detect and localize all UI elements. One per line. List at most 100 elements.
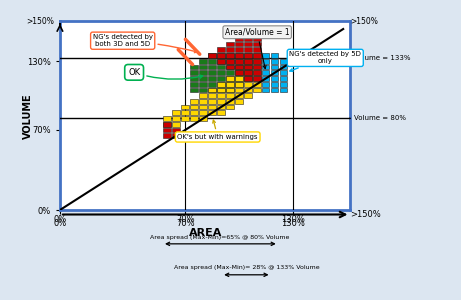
Bar bbox=[164, 122, 171, 127]
Bar bbox=[199, 76, 207, 81]
Bar bbox=[208, 53, 216, 58]
Bar bbox=[280, 59, 287, 64]
Bar bbox=[199, 70, 207, 75]
Bar bbox=[253, 53, 260, 58]
Bar bbox=[164, 116, 171, 121]
Bar bbox=[244, 65, 252, 69]
Text: NG's detected by 5D
only: NG's detected by 5D only bbox=[290, 51, 361, 71]
Bar bbox=[217, 76, 225, 81]
Bar bbox=[271, 82, 278, 87]
Bar bbox=[244, 65, 252, 69]
Bar bbox=[208, 110, 216, 115]
Bar bbox=[172, 134, 180, 138]
Bar bbox=[280, 76, 287, 81]
Bar bbox=[199, 93, 207, 98]
Bar bbox=[262, 76, 270, 81]
Bar bbox=[244, 53, 252, 58]
Text: Volume = 133%: Volume = 133% bbox=[354, 55, 410, 61]
Bar bbox=[226, 70, 234, 75]
Bar bbox=[190, 88, 198, 92]
Bar bbox=[226, 42, 234, 46]
Bar bbox=[235, 65, 242, 69]
Bar bbox=[235, 82, 242, 87]
Bar bbox=[253, 76, 260, 81]
Bar bbox=[217, 82, 225, 87]
Text: >150%: >150% bbox=[350, 16, 378, 26]
Bar bbox=[253, 36, 260, 41]
Bar bbox=[253, 47, 260, 52]
Bar bbox=[244, 59, 252, 64]
Bar bbox=[208, 59, 216, 64]
Bar bbox=[253, 88, 260, 92]
Bar bbox=[217, 59, 225, 64]
Bar bbox=[244, 59, 252, 64]
Bar bbox=[235, 88, 242, 92]
Bar bbox=[172, 110, 180, 115]
Bar bbox=[235, 47, 242, 52]
Bar bbox=[235, 82, 242, 87]
Bar bbox=[226, 76, 234, 81]
Bar bbox=[217, 88, 225, 92]
Bar bbox=[253, 70, 260, 75]
Bar bbox=[244, 70, 252, 75]
Bar bbox=[235, 42, 242, 46]
Bar bbox=[235, 53, 242, 58]
Bar bbox=[226, 88, 234, 92]
Bar bbox=[235, 76, 242, 81]
Bar bbox=[244, 76, 252, 81]
Bar bbox=[190, 105, 198, 110]
Bar bbox=[253, 82, 260, 87]
Bar bbox=[271, 88, 278, 92]
Bar bbox=[235, 65, 242, 69]
Bar bbox=[190, 110, 198, 115]
Text: 70%: 70% bbox=[176, 214, 195, 224]
Bar bbox=[217, 53, 225, 58]
Bar bbox=[244, 70, 252, 75]
Text: 130%: 130% bbox=[281, 214, 305, 224]
Bar bbox=[271, 65, 278, 69]
Bar bbox=[199, 105, 207, 110]
Bar bbox=[208, 88, 216, 92]
Bar bbox=[253, 76, 260, 81]
Bar bbox=[271, 70, 278, 75]
Bar bbox=[164, 128, 171, 132]
Bar bbox=[253, 30, 260, 35]
Bar bbox=[226, 65, 234, 69]
Bar bbox=[253, 42, 260, 46]
Bar bbox=[235, 65, 242, 69]
Bar bbox=[253, 59, 260, 64]
Bar bbox=[280, 70, 287, 75]
Bar bbox=[271, 76, 278, 81]
Bar bbox=[190, 65, 198, 69]
Bar bbox=[235, 99, 242, 104]
Bar bbox=[235, 59, 242, 64]
Bar bbox=[235, 36, 242, 41]
Bar bbox=[226, 65, 234, 69]
Text: AREA: AREA bbox=[189, 228, 222, 238]
Bar bbox=[244, 70, 252, 75]
Text: VOLUME: VOLUME bbox=[23, 93, 33, 139]
Bar bbox=[199, 88, 207, 92]
Bar bbox=[199, 59, 207, 64]
Bar bbox=[271, 53, 278, 58]
Bar bbox=[181, 105, 189, 110]
Bar bbox=[226, 59, 234, 64]
Bar bbox=[181, 110, 189, 115]
Bar bbox=[253, 65, 260, 69]
Bar bbox=[244, 76, 252, 81]
Bar bbox=[217, 88, 225, 92]
Bar bbox=[190, 116, 198, 121]
Bar bbox=[172, 116, 180, 121]
Bar bbox=[244, 53, 252, 58]
Bar bbox=[244, 30, 252, 35]
Bar bbox=[208, 53, 216, 58]
Bar bbox=[172, 122, 180, 127]
Text: >150%: >150% bbox=[350, 210, 381, 219]
Bar bbox=[262, 59, 270, 64]
Text: Volume = 80%: Volume = 80% bbox=[354, 116, 406, 122]
Bar bbox=[226, 99, 234, 104]
Bar bbox=[190, 76, 198, 81]
Bar bbox=[280, 88, 287, 92]
Bar bbox=[226, 105, 234, 110]
Bar bbox=[199, 65, 207, 69]
